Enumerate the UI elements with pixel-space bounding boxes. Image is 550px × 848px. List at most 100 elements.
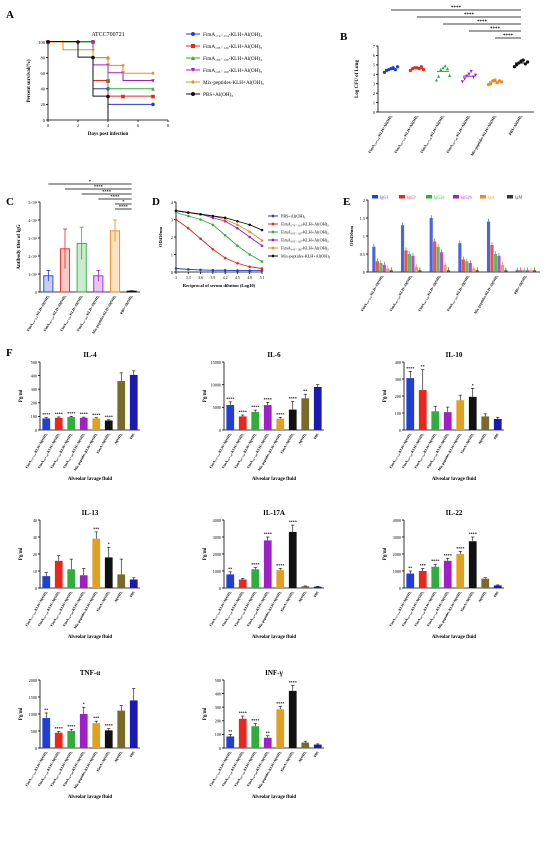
legend-marker: [271, 238, 275, 242]
cfu-point: [463, 77, 467, 81]
subclass-bar: [375, 261, 379, 272]
cfu-point: [460, 80, 464, 84]
titration-point: [199, 237, 202, 241]
category-label: Mix-peptides-KLH+Al(OH)₃: [437, 433, 462, 472]
y-tick-label: 500: [215, 678, 221, 683]
category-label: PBS: [313, 590, 320, 598]
y-tick-label: 5: [373, 63, 375, 68]
cytokine-bar: [238, 416, 247, 430]
titration-point: [223, 233, 227, 237]
y-tick-label: 100: [38, 40, 46, 45]
significance-mark: **: [408, 566, 412, 571]
y-tick-label: 10: [33, 569, 37, 574]
significance-mark: ***: [93, 716, 99, 721]
category-label: PBS: [493, 432, 500, 440]
legend-marker: [191, 80, 195, 84]
titration-line: [175, 268, 262, 272]
category-label: Mix-peptides-KLH+Al(OH)₃: [257, 751, 282, 790]
survival-point: [106, 55, 110, 60]
cfu-point: [443, 64, 447, 68]
cfu-point: [396, 65, 400, 69]
subclass-bar: [379, 263, 383, 272]
category-label: Al(OH)₃: [477, 591, 487, 604]
legend-label: FimA₁₇₄₋₁₁₄-KLH+Al(OH)₃: [203, 31, 262, 38]
titration-point: [186, 268, 190, 271]
cfu-point: [515, 63, 519, 67]
cytokine-bar: [129, 579, 138, 588]
cytokine-bar: [276, 418, 285, 430]
y-tick-label: 0: [219, 586, 221, 591]
subclass-bar: [500, 264, 504, 272]
legend-marker: [271, 230, 275, 234]
cytokine-bar: [226, 574, 235, 588]
cfu-point: [474, 73, 478, 77]
category-label: FimA₁₇₄₋₁₁₄-KLH+Al(OH)₃: [25, 591, 48, 628]
category-label: PBS: [129, 432, 136, 440]
category-label: FimA+Al(OH)₃: [280, 433, 295, 455]
subclass-bar: [404, 250, 408, 272]
cytokine-bar: [67, 569, 76, 588]
titration-point: [248, 269, 252, 272]
cfu-point: [441, 66, 445, 70]
cytokine-bar: [251, 411, 260, 430]
y-tick-label: 3×10⁴: [28, 237, 37, 241]
subclass-bar: [418, 270, 422, 272]
x-tick-label: 3.6: [198, 276, 203, 280]
cytokine-bar: [263, 405, 272, 430]
y-axis-label: Percent survival(%): [27, 59, 32, 102]
category-label: FimA+Al(OH)₃: [96, 591, 111, 613]
titration-point: [260, 244, 264, 248]
y-axis-label: Pg/ml: [383, 389, 388, 402]
significance-mark: ****: [102, 189, 112, 194]
cfu-point: [489, 82, 493, 86]
significance-mark: ****: [80, 412, 88, 417]
subclass-bar: [436, 246, 440, 272]
legend-label: FimA₁₇₄₋₁₁₄-KLH+Al(OH)₃: [281, 222, 329, 227]
titration-point: [248, 265, 252, 269]
significance-mark: *: [472, 383, 474, 388]
y-tick-label: 500: [31, 729, 37, 734]
x-tick-label: 4: [107, 123, 110, 128]
category-label: FimA+Al(OH)₃: [96, 433, 111, 455]
cytokine-bar: [456, 554, 465, 588]
y-tick-label: 400: [31, 373, 37, 378]
y-tick-label: 1000: [213, 569, 221, 574]
legend-label: IgM: [515, 195, 522, 200]
significance-mark: **: [266, 730, 270, 735]
subclass-bar: [504, 270, 508, 272]
subclass-bar: [386, 268, 390, 272]
y-tick-label: 1.5: [360, 216, 365, 221]
significance-mark: ****: [251, 405, 259, 410]
y-tick-label: 30: [33, 535, 37, 540]
category-label: FimA₁₄₅₋₁₆₀-KLH+Al(OH)₃: [446, 114, 472, 154]
legend-label: FimA₁₄₅₋₁₆₀-KLH+Al(OH)₃: [203, 67, 262, 74]
x-axis-label: Alveolar lavage fluid: [432, 635, 477, 640]
cytokine-bar: [301, 586, 310, 588]
subclass-bar: [443, 264, 447, 272]
y-tick-label: 60: [41, 71, 46, 76]
titration-point: [199, 268, 202, 272]
y-tick-label: 0: [373, 110, 375, 115]
subclass-bar: [465, 261, 469, 272]
titration-point: [211, 214, 215, 218]
cytokine-bar: [42, 418, 51, 430]
titration-point: [260, 267, 264, 270]
significance-mark: *: [89, 179, 92, 184]
y-tick-label: 200: [215, 719, 221, 724]
cytokine-bar: [301, 398, 310, 430]
subclass-bar: [475, 270, 479, 272]
subclass-bar: [461, 259, 465, 272]
panel-label-D: D: [152, 196, 160, 208]
significance-mark: ****: [42, 412, 50, 417]
titration-point: [236, 226, 239, 230]
category-label: Mix-peptides-KLH+Al(OH)₃: [257, 591, 282, 630]
titration-point: [223, 216, 227, 220]
y-tick-label: 3: [171, 217, 173, 222]
y-axis-label: Antibody titer of IgG: [17, 224, 22, 269]
titration-line: [175, 212, 263, 262]
y-tick-label: 2×10⁴: [28, 255, 37, 259]
y-tick-label: 0: [399, 586, 401, 591]
titration-point: [211, 223, 215, 227]
legend-label: FimA₁₀₅₋₁₂₀-KLH+Al(OH)₃: [203, 43, 262, 50]
